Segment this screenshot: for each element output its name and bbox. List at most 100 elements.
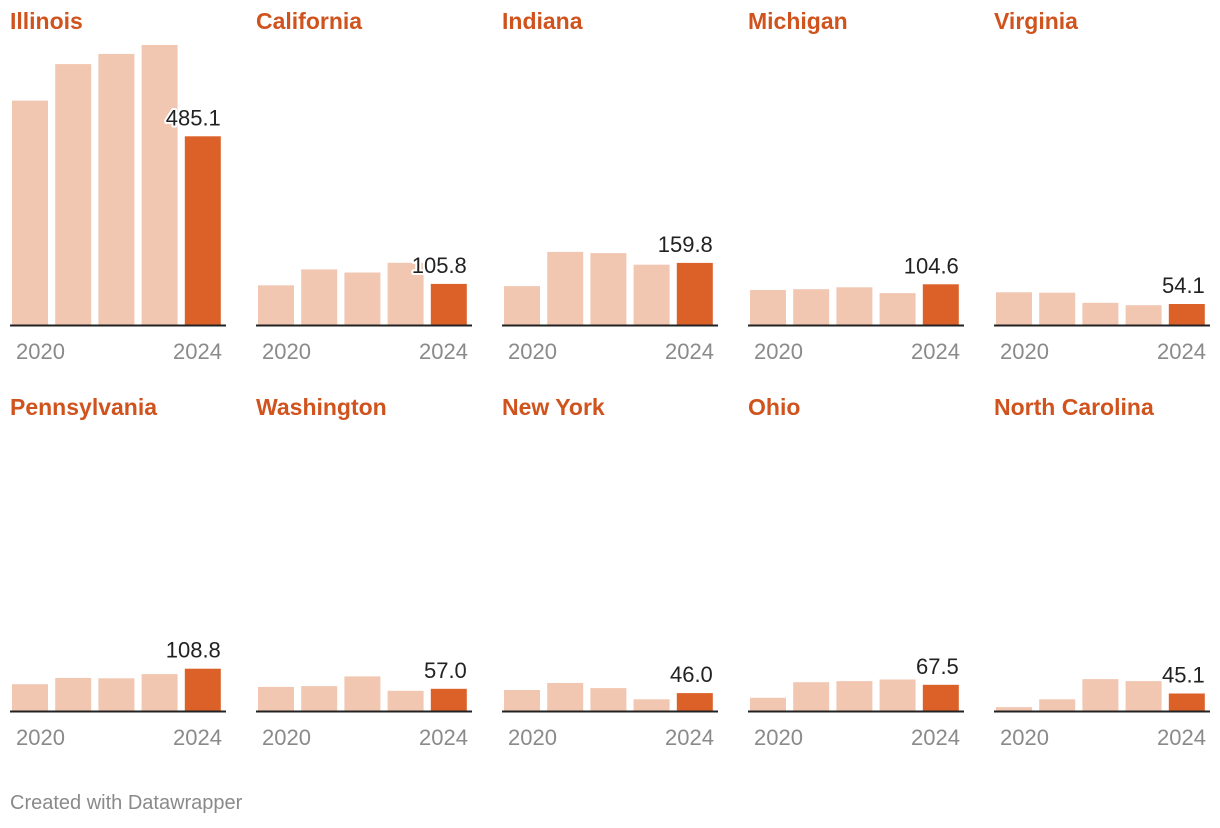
bar-2022 (836, 681, 873, 711)
value-label-2024: 159.8 (658, 232, 713, 257)
chart-panel-virginia: Virginia 54.1 2020 2024 (984, 0, 1210, 380)
x-tick-label: 2024 (911, 725, 960, 750)
bar-2021 (1039, 292, 1076, 325)
bar-2021 (793, 682, 830, 711)
bar-2021 (793, 289, 830, 325)
bar-chart-svg: 485.1 2020 2024 (10, 45, 226, 364)
bar-2022 (590, 688, 627, 711)
bar-chart-svg: 54.1 2020 2024 (994, 271, 1210, 364)
bar-2021 (301, 269, 338, 325)
bar-2022 (1082, 679, 1119, 711)
x-tick-label: 2024 (419, 725, 468, 750)
chart-panel-illinois: Illinois 485.1 2020 2024 (0, 0, 226, 380)
bar-2022 (590, 253, 627, 325)
value-label-2024: 108.8 (166, 638, 221, 663)
bar-2022 (1082, 302, 1119, 325)
bar-2023 (879, 293, 916, 325)
chart-title: California (256, 8, 363, 34)
chart-panel-indiana: Indiana 159.8 2020 2024 (492, 0, 718, 380)
value-label-2024: 46.0 (670, 662, 713, 687)
bar-2022 (836, 287, 873, 325)
bar-chart-svg: 105.8 2020 2024 (256, 251, 472, 364)
value-label-2024: 104.6 (904, 253, 959, 278)
x-tick-label: 2020 (754, 339, 803, 364)
value-label-2024: 485.1 (166, 105, 221, 130)
bar-2024 (922, 684, 959, 712)
bar-2020 (750, 290, 786, 325)
chart-title: Indiana (502, 8, 583, 34)
small-multiples-grid: Illinois 485.1 2020 2024 California 105.8 2020… (0, 0, 1210, 766)
x-tick-label: 2024 (1157, 339, 1206, 364)
x-tick-label: 2020 (1000, 725, 1049, 750)
value-label-2024: 45.1 (1162, 663, 1205, 688)
x-tick-label: 2024 (173, 339, 222, 364)
bar-chart-svg: 104.6 2020 2024 (748, 251, 964, 364)
bar-2023 (633, 699, 670, 711)
chart-title: Michigan (748, 8, 848, 34)
datawrapper-credit: Created with Datawrapper (10, 792, 243, 814)
chart-title: Virginia (994, 8, 1078, 34)
chart-title: New York (502, 394, 605, 420)
x-tick-label: 2020 (16, 339, 65, 364)
chart-panel-washington: Washington 57.0 2020 2024 (246, 386, 472, 766)
bar-2023 (387, 690, 424, 711)
bar-2021 (55, 677, 92, 711)
bar-chart-svg: 46.0 2020 2024 (502, 660, 718, 750)
x-tick-label: 2024 (665, 725, 714, 750)
x-tick-label: 2024 (1157, 725, 1206, 750)
bar-2024 (676, 693, 713, 711)
bar-chart-svg: 67.5 2020 2024 (748, 652, 964, 750)
x-tick-label: 2020 (508, 339, 557, 364)
bar-2023 (141, 674, 178, 711)
chart-title: North Carolina (994, 394, 1154, 420)
bar-2021 (301, 686, 338, 711)
value-label-2024: 54.1 (1162, 273, 1205, 298)
bar-2021 (547, 251, 584, 325)
chart-title: Washington (256, 394, 387, 420)
bar-2020 (504, 690, 540, 711)
chart-title: Ohio (748, 394, 801, 420)
bar-2024 (430, 283, 467, 325)
bar-chart-svg: 57.0 2020 2024 (256, 656, 472, 750)
bar-2024 (430, 688, 467, 711)
x-tick-label: 2024 (419, 339, 468, 364)
chart-panel-ohio: Ohio 67.5 2020 2024 (738, 386, 964, 766)
x-tick-label: 2024 (665, 339, 714, 364)
bar-2022 (344, 676, 381, 711)
bar-2023 (633, 264, 670, 325)
bar-2023 (387, 262, 424, 325)
bar-2021 (547, 683, 584, 711)
bar-2022 (98, 53, 135, 326)
chart-title: Pennsylvania (10, 394, 158, 420)
bar-2023 (1125, 681, 1162, 711)
bar-2020 (504, 286, 540, 325)
x-tick-label: 2020 (508, 725, 557, 750)
x-tick-label: 2020 (16, 725, 65, 750)
bar-2020 (258, 285, 294, 325)
bar-2020 (12, 100, 48, 325)
bar-chart-svg: 45.1 2020 2024 (994, 661, 1210, 750)
chart-panel-pennsylvania: Pennsylvania 108.8 2020 2024 (0, 386, 226, 766)
bar-2023 (141, 45, 178, 325)
bar-2020 (750, 697, 786, 711)
value-label-2024: 57.0 (424, 658, 467, 683)
bar-2020 (996, 292, 1032, 325)
bar-2021 (55, 64, 92, 325)
bar-2024 (676, 262, 713, 325)
x-tick-label: 2020 (262, 339, 311, 364)
bar-chart-svg: 159.8 2020 2024 (502, 230, 718, 364)
x-tick-label: 2020 (262, 725, 311, 750)
x-tick-label: 2024 (911, 339, 960, 364)
bar-2020 (258, 686, 294, 711)
value-label-2024: 67.5 (916, 654, 959, 679)
x-tick-label: 2020 (1000, 339, 1049, 364)
bar-2023 (1125, 305, 1162, 325)
bar-2020 (996, 707, 1032, 711)
chart-panel-north-carolina: North Carolina 45.1 2020 2024 (984, 386, 1210, 766)
chart-title: Illinois (10, 8, 83, 34)
x-tick-label: 2024 (173, 725, 222, 750)
chart-panel-california: California 105.8 2020 2024 (246, 0, 472, 380)
chart-panel-new-york: New York 46.0 2020 2024 (492, 386, 718, 766)
bar-2022 (98, 678, 135, 711)
bar-2023 (879, 679, 916, 711)
